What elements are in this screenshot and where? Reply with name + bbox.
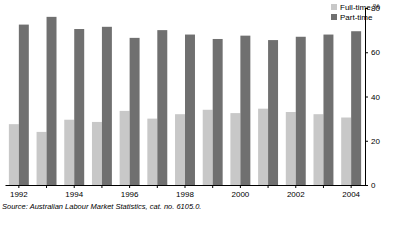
- y-tick: 40: [365, 93, 380, 102]
- bar: [213, 39, 223, 185]
- y-tick-label: 20: [371, 137, 380, 146]
- x-axis: 1992 1994 1996 1998 2000 2002 2004: [6, 185, 366, 199]
- x-tick-label: 2000: [231, 190, 249, 199]
- bar: [185, 35, 195, 185]
- y-tick: 60: [365, 48, 380, 57]
- y-tick-label: 40: [371, 93, 380, 102]
- y-tick: 0: [365, 181, 376, 190]
- bar: [258, 109, 268, 185]
- y-tick: 20: [365, 137, 380, 146]
- bar: [92, 122, 102, 185]
- x-tick-mark: [295, 185, 296, 188]
- bar: [9, 124, 19, 185]
- bar: [37, 132, 47, 185]
- y-tick-mark: [365, 185, 368, 186]
- legend-item: Full-time: [331, 3, 371, 12]
- legend-swatch: [331, 4, 337, 10]
- plot: 1992199419961998200020022004020406080: [6, 4, 381, 199]
- bar: [147, 119, 157, 185]
- x-tick: 1996: [121, 185, 139, 199]
- x-tick-label: 2004: [342, 190, 360, 199]
- bar: [64, 120, 74, 185]
- y-tick-label: 60: [371, 48, 380, 57]
- bars: [9, 17, 361, 185]
- source-note: Source: Australian Labour Market Statist…: [2, 202, 201, 211]
- x-tick: [268, 185, 269, 188]
- bar: [351, 31, 361, 185]
- x-tick: 1994: [65, 185, 83, 199]
- x-tick: [46, 185, 47, 188]
- series: [19, 17, 361, 185]
- x-tick-mark: [185, 185, 186, 188]
- x-tick-mark: [351, 185, 352, 188]
- bar: [157, 30, 167, 185]
- x-tick: 2004: [342, 185, 360, 199]
- x-tick: [157, 185, 158, 188]
- bar: [175, 114, 185, 185]
- y-tick-mark: [365, 52, 368, 53]
- bar: [230, 113, 240, 185]
- legend-label: Full-time: [340, 3, 371, 12]
- x-tick-label: 1992: [10, 190, 28, 199]
- bar: [240, 36, 250, 185]
- bar: [296, 37, 306, 185]
- bar: [19, 25, 29, 185]
- bar: [286, 112, 296, 185]
- legend: Full-timePart-time: [331, 3, 373, 22]
- x-tick-mark: [323, 185, 324, 188]
- x-tick-label: 1994: [65, 190, 83, 199]
- bar: [120, 111, 130, 185]
- bar: [74, 29, 84, 185]
- x-tick: [323, 185, 324, 188]
- x-tick-label: 2002: [287, 190, 305, 199]
- legend-label: Part-time: [340, 13, 373, 22]
- y-tick-mark: [365, 141, 368, 142]
- legend-swatch: [331, 14, 337, 20]
- bar: [313, 114, 323, 185]
- x-tick-mark: [74, 185, 75, 188]
- x-tick-mark: [129, 185, 130, 188]
- x-tick-mark: [101, 185, 102, 188]
- bar: [203, 110, 213, 185]
- x-tick-mark: [18, 185, 19, 188]
- x-tick: 1992: [10, 185, 28, 199]
- x-tick-mark: [157, 185, 158, 188]
- bar: [341, 118, 351, 185]
- x-tick: [101, 185, 102, 188]
- x-tick-label: 1998: [176, 190, 194, 199]
- bar: [102, 27, 112, 185]
- x-tick: 2000: [231, 185, 249, 199]
- legend-item: Part-time: [331, 13, 373, 22]
- x-tick-mark: [46, 185, 47, 188]
- chart: 1992199419961998200020022004020406080%Fu…: [0, 0, 397, 227]
- y-tick-label: 0: [371, 181, 376, 190]
- x-tick-mark: [268, 185, 269, 188]
- bar: [323, 35, 333, 185]
- y-axis-title: %: [373, 2, 380, 11]
- x-tick: 2002: [287, 185, 305, 199]
- bar: [47, 17, 57, 185]
- x-tick-mark: [212, 185, 213, 188]
- x-tick: [212, 185, 213, 188]
- x-tick: 1998: [176, 185, 194, 199]
- bar: [130, 38, 140, 185]
- y-tick-mark: [365, 97, 368, 98]
- bar: [268, 40, 278, 185]
- x-tick-label: 1996: [121, 190, 139, 199]
- x-tick-mark: [240, 185, 241, 188]
- y-axis: 020406080: [365, 4, 380, 190]
